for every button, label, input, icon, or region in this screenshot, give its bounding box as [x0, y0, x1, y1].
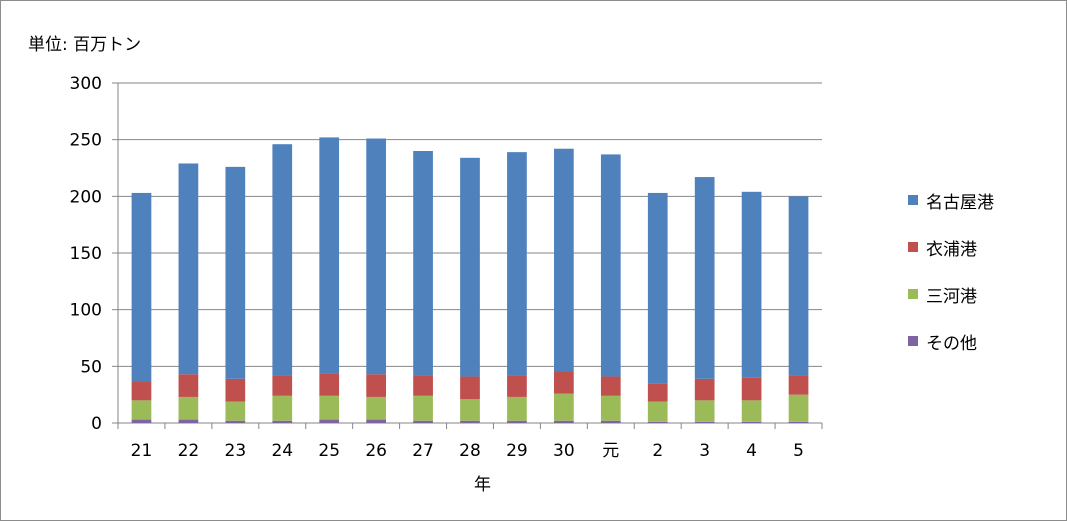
x-tick-label: 23 — [225, 441, 247, 461]
x-axis-title: 年 — [474, 475, 491, 495]
legend-item: 衣浦港 — [908, 235, 994, 260]
bar-segment — [272, 420, 293, 423]
bar-segment — [460, 157, 480, 377]
legend-swatch — [908, 336, 918, 346]
x-tick-label: 29 — [506, 441, 528, 461]
bar-segment — [366, 419, 386, 423]
bar-segment — [694, 378, 715, 401]
bar-segment — [788, 196, 809, 376]
y-tick-label: 0 — [91, 414, 102, 434]
bar-segment — [319, 373, 340, 396]
legend: 名古屋港衣浦港三河港その他 — [908, 188, 994, 376]
bar-segment — [741, 400, 762, 422]
bar-segment — [319, 395, 340, 420]
bar-segment — [554, 393, 574, 421]
bar-segment — [413, 395, 433, 421]
legend-label: 三河港 — [926, 286, 977, 307]
x-tick-label: 4 — [746, 441, 757, 461]
bar-segment — [131, 381, 152, 401]
bar-segment — [131, 400, 152, 420]
bar-segment — [366, 374, 386, 397]
y-tick-label: 150 — [70, 244, 102, 264]
bar-segment — [413, 420, 433, 423]
legend-item: 名古屋港 — [908, 188, 994, 213]
bar-segment — [460, 420, 480, 423]
legend-label: 名古屋港 — [926, 192, 994, 213]
y-tick-label: 100 — [70, 301, 102, 321]
x-tick-label: 2 — [652, 441, 663, 461]
legend-swatch — [908, 289, 918, 299]
y-tick-label: 250 — [70, 131, 102, 151]
bar-segment — [272, 395, 293, 421]
bar-segment — [741, 191, 762, 378]
bar-segment — [131, 419, 152, 423]
bar-segment — [460, 376, 480, 400]
x-tick-label: 28 — [459, 441, 481, 461]
bar-segment — [741, 421, 762, 423]
bar-segment — [225, 420, 246, 423]
bar-segment — [507, 375, 527, 397]
x-tick-label: 21 — [131, 441, 153, 461]
x-tick-label: 26 — [365, 441, 387, 461]
bar-segment — [225, 378, 246, 402]
bar-segment — [600, 154, 621, 377]
x-tick-label: 22 — [178, 441, 200, 461]
bar-segment — [554, 372, 574, 394]
bar-segment — [413, 375, 433, 396]
bar-segment — [131, 192, 152, 382]
bar-segment — [647, 383, 668, 402]
bar-segment — [694, 421, 715, 423]
bar-segment — [178, 396, 199, 420]
bar-segment — [366, 396, 386, 420]
bar-segment — [319, 137, 340, 374]
bar-segment — [319, 419, 340, 423]
bar-segment — [788, 421, 809, 423]
bar-segment — [554, 148, 574, 372]
unit-label: 単位: 百万トン — [28, 35, 142, 55]
legend-item: その他 — [908, 329, 994, 354]
legend-swatch — [908, 195, 918, 205]
bar-segment — [647, 401, 668, 422]
x-tick-label: 30 — [553, 441, 575, 461]
bar-segment — [507, 152, 527, 376]
x-tick-label: 27 — [412, 441, 434, 461]
bar-segment — [554, 420, 574, 423]
bar-segment — [788, 375, 809, 395]
bar-segment — [741, 377, 762, 401]
x-tick-label: 5 — [793, 441, 804, 461]
bar-segment — [178, 163, 199, 375]
y-tick-label: 300 — [70, 74, 102, 94]
legend-label: 衣浦港 — [926, 239, 977, 260]
bar-segment — [694, 177, 715, 379]
bar-segment — [600, 395, 621, 421]
x-tick-label: 25 — [318, 441, 340, 461]
bar-segment — [507, 420, 527, 423]
bar-segment — [272, 144, 293, 376]
y-tick-label: 200 — [70, 187, 102, 207]
bar-segment — [694, 400, 715, 422]
bar-segment — [600, 376, 621, 396]
x-tick-label: 24 — [271, 441, 293, 461]
bar-segment — [225, 401, 246, 421]
x-tick-label: 3 — [699, 441, 710, 461]
bar-segment — [272, 375, 293, 396]
bar-segment — [225, 166, 246, 379]
bar-segment — [788, 394, 809, 422]
bar-segment — [460, 399, 480, 421]
y-tick-label: 50 — [80, 357, 102, 377]
legend-item: 三河港 — [908, 282, 994, 307]
bar-segment — [647, 192, 668, 384]
bar-segment — [413, 151, 433, 376]
bar-segment — [507, 396, 527, 421]
x-tick-label: 元 — [602, 441, 619, 461]
bar-segment — [178, 374, 199, 397]
bar-segment — [647, 421, 668, 423]
legend-swatch — [908, 242, 918, 252]
legend-label: その他 — [926, 333, 977, 354]
bar-segment — [366, 138, 386, 375]
bar-segment — [600, 420, 621, 423]
bar-segment — [178, 419, 199, 423]
